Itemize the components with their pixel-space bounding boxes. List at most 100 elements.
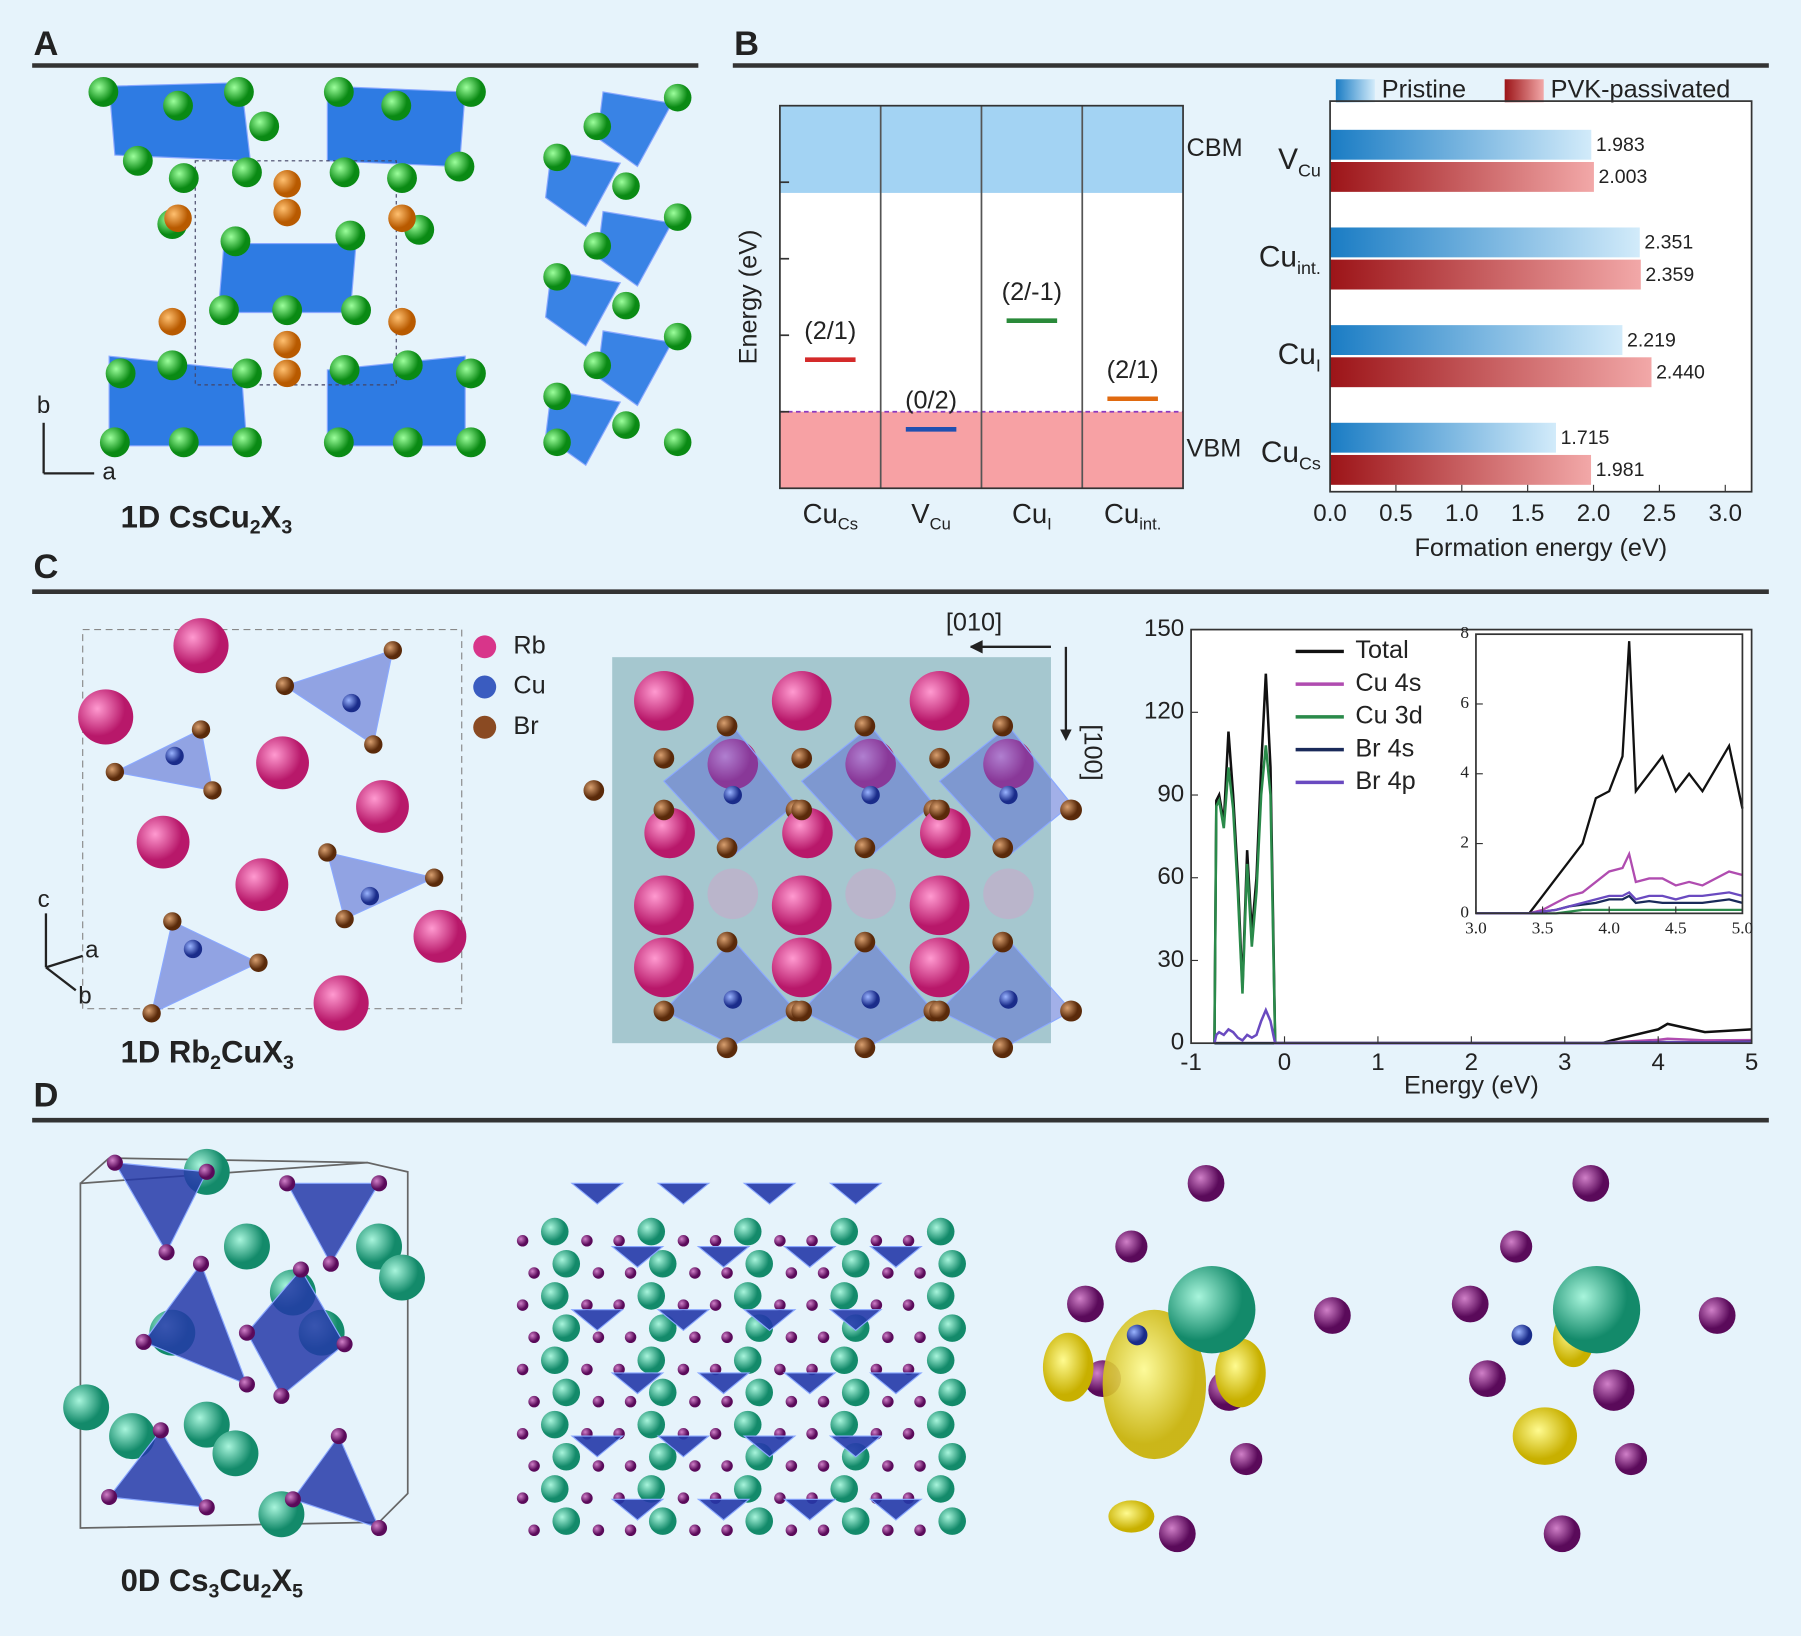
atom-ghost [845,868,896,920]
atom [612,172,640,200]
atom [122,145,153,176]
legend-label: Br [513,712,538,740]
atom [689,1460,701,1472]
atom [342,693,361,713]
atom [791,799,813,821]
atom [424,868,444,887]
atom [168,427,199,458]
atom [256,736,309,790]
atom [830,1217,859,1246]
direction-arrow [1060,729,1072,742]
atom [592,1331,605,1344]
atom [914,1460,926,1472]
y-tick-label: VCu [1278,143,1321,180]
atom [926,1346,955,1375]
atom [335,220,366,251]
axis-arrow [45,954,84,969]
polyhedron [544,150,622,228]
structure-caption-sub: 2 [210,1052,221,1074]
atom [78,689,134,745]
atom [983,738,1034,790]
atom [360,886,380,906]
direction-label: [010] [946,609,1002,637]
atom [583,232,612,260]
atom [1060,799,1081,821]
polyhedron [610,1372,665,1395]
x-tick-label: 3.0 [1709,500,1743,527]
value-label: 1.981 [1596,459,1645,481]
atom [163,912,182,931]
atom [528,1331,540,1344]
atom [1698,1297,1736,1334]
atom [624,1524,637,1537]
atom [926,1217,955,1246]
atom [771,670,832,731]
polyhedron [828,1182,883,1205]
structure-caption-part: X [261,499,282,534]
atom [592,1460,605,1472]
atom [183,939,203,959]
atom [220,226,251,257]
atom [733,1346,762,1375]
y-tick-label-base: V [1278,143,1298,176]
atom [273,198,301,227]
x-tick-label: 1 [1371,1049,1384,1076]
atom [364,735,383,754]
y-tick-label-sub: I [1316,355,1321,375]
atom-ghost [983,868,1034,920]
atom [902,1428,915,1440]
polyhedron [610,1245,665,1268]
atom [785,1395,798,1408]
atom [392,427,423,458]
band-label: VBM [1187,435,1242,463]
atom [455,76,486,107]
atom [279,1175,296,1192]
polyhedron [869,1245,923,1268]
atom [581,1299,593,1311]
polyhedron [570,1309,625,1332]
atom [330,1428,347,1445]
x-axis-label: Formation energy (eV) [1414,534,1667,562]
legend-label: Br 4s [1355,734,1414,762]
direction-label: [100] [1078,724,1106,780]
atom [992,1037,1014,1059]
atom [173,618,229,674]
structure-caption: 1D CsCu2X3 [121,499,293,538]
atom [830,1282,859,1310]
y-tick-label-sub: int. [1297,258,1321,278]
atom [392,350,423,381]
atom [817,1460,830,1472]
x-tick-label-base: V [911,498,930,529]
atom [861,990,880,1009]
atom [198,1499,215,1516]
polyhedron [696,1245,751,1268]
y-tick-label-base: Cu [1261,436,1299,469]
polyhedron [656,1182,711,1205]
axis-letter: a [85,937,99,964]
atom [313,975,369,1031]
structure-caption-sub: 3 [283,1052,294,1074]
atom [329,355,360,385]
polyhedron [610,1498,665,1521]
panel-label: D [34,1076,59,1114]
atom [540,1346,569,1375]
atom [841,1378,870,1407]
structure-caption-part: 1D Rb [121,1035,211,1070]
y-tick-label: Cuint. [1259,240,1321,277]
atom [689,1524,701,1537]
legend-swatch [1504,79,1544,103]
atom [1168,1266,1256,1354]
atom [721,1524,733,1537]
atom [653,747,675,769]
level-label: (2/-1) [1002,278,1062,306]
atom [791,1000,813,1022]
y-tick-label: CuCs [1261,436,1321,473]
polyhedron [656,1435,711,1458]
y-tick-label: CuI [1278,338,1321,375]
atom [637,1217,666,1246]
atom [157,350,188,381]
atom [709,1299,722,1311]
atom [841,1507,870,1535]
atom [387,163,417,194]
